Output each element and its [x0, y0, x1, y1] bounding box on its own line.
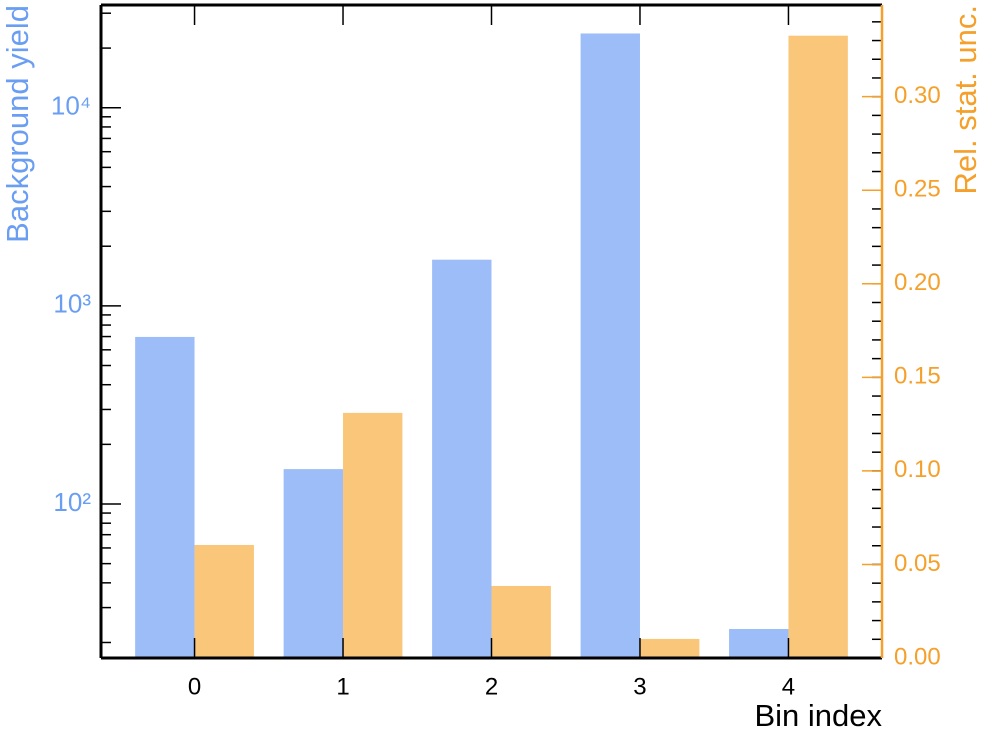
bar [194, 544, 254, 658]
bar [788, 35, 848, 659]
y2-tick-label: 0.15 [894, 363, 941, 390]
bar [283, 469, 344, 658]
x-tick-label: 0 [188, 673, 201, 700]
bar [343, 412, 403, 658]
y-tick-label: 10² [53, 487, 91, 517]
y2-tick-label: 0.20 [894, 269, 941, 296]
bar [135, 336, 195, 658]
y2-axis-label: Rel. stat. unc. [948, 5, 983, 195]
y2-tick-label: 0.05 [894, 550, 941, 577]
bar [491, 585, 551, 658]
y2-tick-label: 0.10 [894, 456, 941, 483]
y2-tick-label: 0.30 [894, 82, 941, 109]
y-axis-label: Background yield [0, 5, 35, 243]
x-tick-label: 4 [782, 673, 795, 700]
bar [729, 628, 789, 658]
x-tick-label: 2 [485, 673, 498, 700]
bar [432, 259, 492, 658]
bar [639, 638, 700, 658]
x-tick-label: 3 [633, 673, 646, 700]
y2-tick-label: 0.00 [894, 643, 941, 670]
y2-tick-label: 0.25 [894, 176, 941, 203]
y-tick-label: 10³ [53, 289, 91, 319]
y-tick-label: 10⁴ [51, 91, 91, 121]
x-axis-label: Bin index [754, 698, 882, 733]
x-tick-label: 1 [336, 673, 349, 700]
bar [580, 33, 640, 658]
